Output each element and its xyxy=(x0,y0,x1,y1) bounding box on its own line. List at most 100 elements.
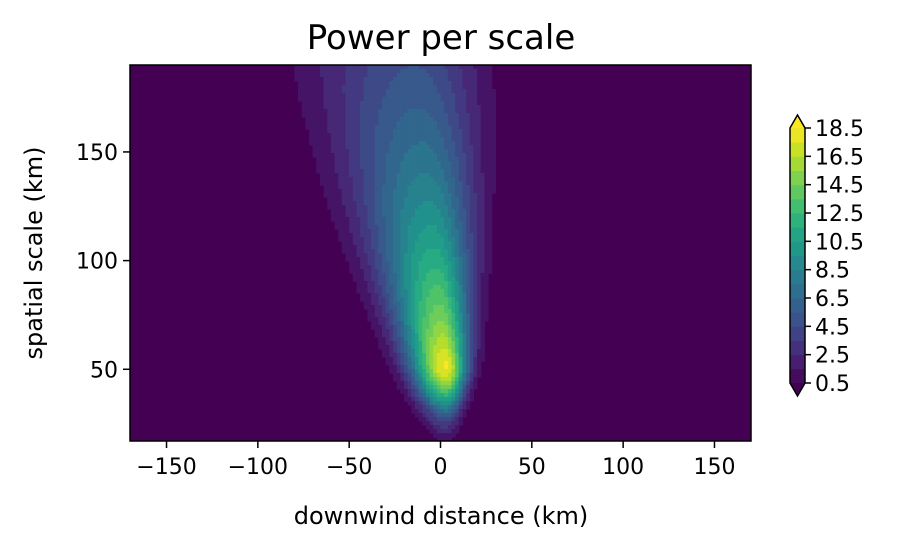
contour-cell xyxy=(403,153,409,158)
contour-cell xyxy=(455,193,460,198)
contour-cell xyxy=(414,205,420,210)
contour-cell xyxy=(480,225,485,230)
contour-cell xyxy=(422,185,427,190)
contour-cell xyxy=(487,241,493,246)
contour-cell xyxy=(455,93,460,98)
contour-cell xyxy=(484,93,489,98)
contour-cell xyxy=(484,77,489,82)
colorbar-level xyxy=(790,269,805,285)
contour-cell xyxy=(451,417,456,422)
contour-cell xyxy=(447,77,453,82)
contour-cell xyxy=(451,125,456,130)
contour-cell xyxy=(400,209,405,214)
contour-cell xyxy=(414,169,420,174)
contour-cell xyxy=(367,93,372,98)
contour-cell xyxy=(447,193,453,198)
contour-cell xyxy=(455,265,460,270)
contour-cell xyxy=(389,213,394,218)
contour-cell xyxy=(374,217,379,222)
contour-cell xyxy=(425,97,431,102)
contour-cell xyxy=(418,149,423,154)
contour-cell xyxy=(425,321,431,326)
contour-cell xyxy=(462,393,467,398)
contour-cell xyxy=(444,385,449,390)
contour-cell xyxy=(462,301,467,306)
contour-cell xyxy=(312,109,317,114)
contour-cell xyxy=(349,129,354,134)
contour-cell xyxy=(422,201,427,206)
contour-cell xyxy=(396,201,401,206)
contour-cell xyxy=(407,201,412,206)
contour-cell xyxy=(414,101,420,106)
contour-cell xyxy=(414,317,420,322)
contour-cell xyxy=(466,349,471,354)
contour-cell xyxy=(444,113,449,118)
contour-cell xyxy=(338,197,343,202)
contour-cell xyxy=(341,109,347,114)
contour-cell xyxy=(363,293,369,298)
contour-cell xyxy=(363,105,369,110)
contour-cell xyxy=(323,161,328,166)
contour-cell xyxy=(345,233,350,238)
contour-cell xyxy=(447,325,453,330)
contour-cell xyxy=(396,81,401,86)
contour-cell xyxy=(436,373,442,378)
contour-cell xyxy=(455,145,460,150)
contour-cell xyxy=(429,333,434,338)
contour-cell xyxy=(393,117,398,122)
contour-cell xyxy=(418,273,423,278)
contour-cell xyxy=(396,69,401,74)
contour-cell xyxy=(484,253,489,258)
contour-cell xyxy=(400,253,405,258)
contour-cell xyxy=(455,333,460,338)
contour-cell xyxy=(425,405,431,410)
contour-cell xyxy=(352,77,358,82)
contour-cell xyxy=(360,93,365,98)
contour-cell xyxy=(477,289,482,294)
contour-cell xyxy=(447,205,453,210)
contour-cell xyxy=(385,209,390,214)
contour-cell xyxy=(360,73,365,78)
contour-cell xyxy=(436,85,442,90)
contour-cell xyxy=(484,281,489,286)
contour-cell xyxy=(367,225,372,230)
contour-cell xyxy=(418,125,423,130)
contour-cell xyxy=(385,65,390,70)
contour-cell xyxy=(447,137,453,142)
contour-cell xyxy=(382,101,387,106)
contour-cell xyxy=(367,265,372,270)
contour-cell xyxy=(447,317,453,322)
contour-cell xyxy=(349,121,354,126)
contour-cell xyxy=(444,249,449,254)
contour-cell xyxy=(458,73,464,78)
contour-cell xyxy=(436,309,442,314)
contour-cell xyxy=(433,401,438,406)
contour-cell xyxy=(338,209,343,214)
contour-cell xyxy=(360,145,365,150)
contour-cell xyxy=(418,301,423,306)
contour-cell xyxy=(436,357,442,362)
contour-cell xyxy=(389,221,394,226)
contour-cell xyxy=(345,229,350,234)
contour-cell xyxy=(400,333,405,338)
contour-cell xyxy=(349,185,354,190)
contour-cell xyxy=(334,209,339,214)
contour-cell xyxy=(382,181,387,186)
contour-cell xyxy=(360,161,365,166)
contour-cell xyxy=(360,105,365,110)
contour-cell xyxy=(396,197,401,202)
contour-cell xyxy=(422,177,427,182)
contour-cell xyxy=(403,73,409,78)
contour-cell xyxy=(316,133,321,138)
contour-cell xyxy=(418,305,423,310)
contour-cell xyxy=(385,253,390,258)
contour-cell xyxy=(382,161,387,166)
contour-cell xyxy=(403,265,409,270)
contour-cell xyxy=(414,389,420,394)
contour-cell xyxy=(403,181,409,186)
contour-cell xyxy=(455,273,460,278)
contour-cell xyxy=(429,249,434,254)
contour-cell xyxy=(352,213,358,218)
contour-cell xyxy=(466,405,471,410)
contour-cell xyxy=(385,149,390,154)
